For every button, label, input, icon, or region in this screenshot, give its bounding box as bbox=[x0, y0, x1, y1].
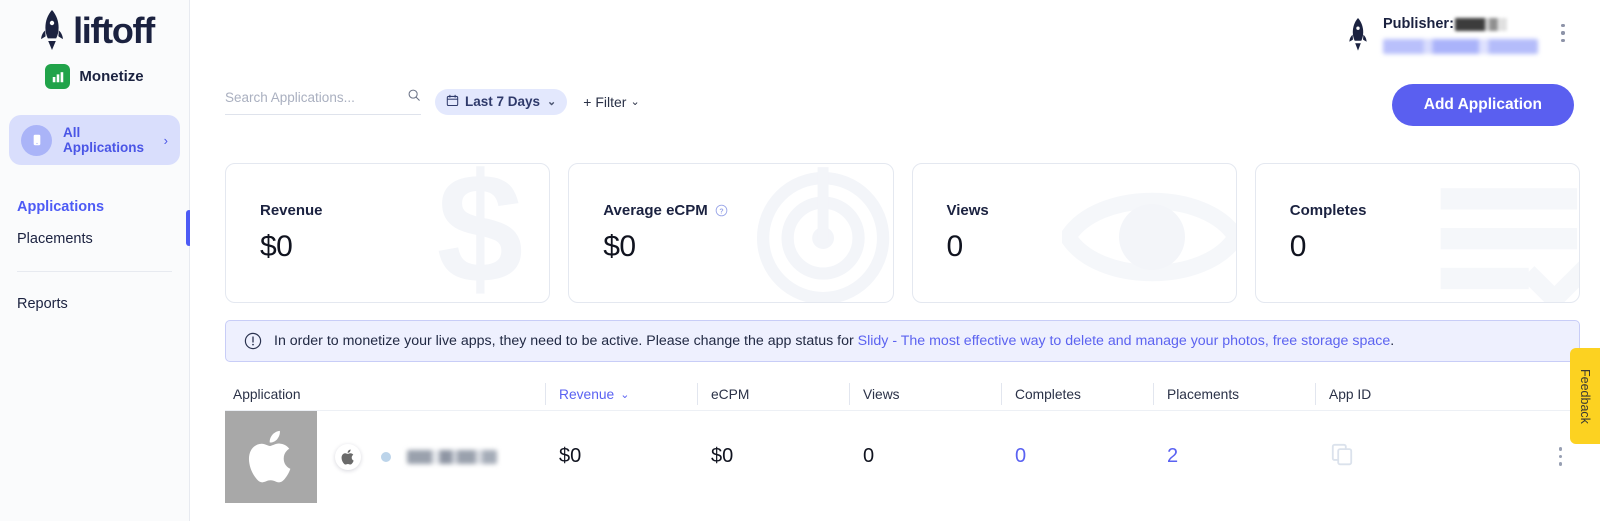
controls-row: Last 7 Days ⌄ + Filter ⌄ bbox=[225, 88, 640, 115]
more-vertical-icon[interactable] bbox=[1552, 24, 1574, 43]
date-range-label: Last 7 Days bbox=[465, 94, 541, 109]
sidebar-divider bbox=[17, 271, 172, 272]
publisher-block[interactable]: Publisher: bbox=[1345, 10, 1538, 56]
cell-views: 0 bbox=[863, 445, 875, 467]
publisher-name-line: Publisher: bbox=[1383, 16, 1538, 32]
column-header-views[interactable]: Views bbox=[849, 382, 1001, 405]
apple-platform-icon bbox=[335, 443, 361, 470]
sidebar-nav: Applications Placements Reports bbox=[0, 191, 189, 320]
column-header-ecpm[interactable]: eCPM bbox=[697, 382, 849, 405]
cell-app-id bbox=[1315, 441, 1580, 472]
apple-logo-icon bbox=[225, 410, 317, 503]
rocket-icon bbox=[35, 8, 69, 54]
add-application-button[interactable]: Add Application bbox=[1391, 84, 1574, 126]
metric-title: Completes bbox=[1290, 202, 1579, 219]
question-circle-icon[interactable]: ? bbox=[715, 204, 728, 217]
svg-text:?: ? bbox=[719, 208, 723, 215]
cell-placements[interactable]: 2 bbox=[1167, 445, 1179, 467]
metric-value: $0 bbox=[603, 230, 636, 263]
brand-logo[interactable]: liftoff bbox=[0, 0, 189, 54]
sidebar-item-applications[interactable]: Applications bbox=[17, 199, 105, 215]
column-header-completes[interactable]: Completes bbox=[1001, 382, 1153, 405]
top-bar: Publisher: bbox=[190, 0, 1600, 70]
application-name-redacted bbox=[407, 449, 497, 464]
metric-title-label: Views bbox=[946, 202, 989, 219]
date-range-selector[interactable]: Last 7 Days ⌄ bbox=[435, 88, 568, 115]
metric-title: Revenue bbox=[260, 202, 549, 219]
metric-value: 0 bbox=[1289, 230, 1307, 263]
alert-circle-icon bbox=[244, 332, 262, 350]
metric-value: 0 bbox=[946, 230, 964, 263]
banner-app-link[interactable]: Slidy - The most effective way to delete… bbox=[857, 333, 1391, 349]
sidebar-item-reports[interactable]: Reports bbox=[17, 296, 68, 312]
metric-card-views: Views 0 bbox=[911, 163, 1237, 303]
main-content: Publisher: bbox=[190, 0, 1600, 521]
rocket-icon bbox=[1345, 16, 1371, 56]
chevron-right-icon: › bbox=[163, 132, 168, 148]
banner-text-after: . bbox=[1390, 333, 1395, 349]
calendar-icon bbox=[446, 94, 459, 110]
feedback-tab[interactable]: Feedback bbox=[1570, 348, 1600, 444]
all-applications-label: All Applications bbox=[63, 125, 145, 155]
publisher-prefix-label: Publisher: bbox=[1383, 16, 1454, 32]
application-cell[interactable] bbox=[225, 410, 545, 503]
metric-card-average-ecpm: Average eCPM ? $0 bbox=[568, 163, 894, 303]
metric-cards: Revenue $0 $ Average eCPM ? bbox=[225, 163, 1580, 303]
metric-value: $0 bbox=[260, 230, 293, 263]
cell-completes[interactable]: 0 bbox=[1015, 445, 1027, 467]
bar-chart-icon bbox=[45, 64, 71, 89]
product-label: Monetize bbox=[79, 68, 144, 85]
table-header-row: Application Revenue ⌄ eCPM Views Complet… bbox=[225, 378, 1580, 410]
column-header-revenue-label: Revenue bbox=[559, 386, 615, 402]
applications-table: Application Revenue ⌄ eCPM Views Complet… bbox=[225, 378, 1580, 503]
status-banner: In order to monetize your live apps, the… bbox=[225, 320, 1580, 362]
column-header-application[interactable]: Application bbox=[233, 386, 301, 402]
search-box[interactable] bbox=[225, 88, 421, 115]
product-switcher[interactable]: Monetize bbox=[0, 64, 189, 89]
metric-title-label: Revenue bbox=[260, 202, 323, 219]
sidebar: liftoff Monetize All Applications › bbox=[0, 0, 192, 521]
publisher-email-redacted bbox=[1383, 39, 1538, 54]
table-row[interactable]: $0 $0 0 0 2 bbox=[225, 410, 1580, 503]
search-input[interactable] bbox=[225, 90, 407, 105]
metric-title-label: Completes bbox=[1289, 202, 1367, 219]
feedback-label: Feedback bbox=[1578, 368, 1592, 424]
column-header-placements[interactable]: Placements bbox=[1153, 382, 1315, 405]
status-indicator-dot bbox=[381, 451, 391, 462]
copy-icon[interactable] bbox=[1329, 441, 1355, 472]
search-icon[interactable] bbox=[407, 88, 421, 107]
cell-ecpm: $0 bbox=[711, 445, 734, 467]
row-more-vertical-icon[interactable] bbox=[1558, 447, 1562, 466]
chevron-down-icon: ⌄ bbox=[630, 96, 640, 108]
cell-revenue: $0 bbox=[559, 445, 582, 467]
column-header-revenue[interactable]: Revenue ⌄ bbox=[545, 382, 697, 405]
filter-button[interactable]: + Filter ⌄ bbox=[583, 94, 639, 110]
brand-wordmark: liftoff bbox=[73, 10, 155, 51]
metric-title-label: Average eCPM bbox=[603, 202, 708, 219]
metric-card-completes: Completes 0 bbox=[1254, 163, 1580, 303]
sidebar-item-placements[interactable]: Placements bbox=[17, 231, 93, 247]
banner-text-before: In order to monetize your live apps, the… bbox=[274, 333, 858, 349]
metric-card-revenue: Revenue $0 $ bbox=[225, 163, 551, 303]
metric-title: Views bbox=[947, 202, 1236, 219]
active-nav-indicator bbox=[186, 210, 192, 246]
column-header-app-id[interactable]: App ID bbox=[1315, 382, 1580, 405]
publisher-text: Publisher: bbox=[1383, 10, 1538, 54]
sidebar-item-all-applications[interactable]: All Applications › bbox=[9, 115, 180, 165]
metric-title: Average eCPM ? bbox=[603, 202, 892, 219]
chevron-down-icon: ⌄ bbox=[547, 96, 557, 108]
filter-label: + Filter bbox=[583, 93, 627, 110]
chevron-down-icon: ⌄ bbox=[620, 388, 630, 401]
banner-message: In order to monetize your live apps, the… bbox=[274, 333, 1394, 349]
mobile-phone-icon bbox=[21, 124, 52, 156]
publisher-name-redacted bbox=[1454, 17, 1507, 31]
